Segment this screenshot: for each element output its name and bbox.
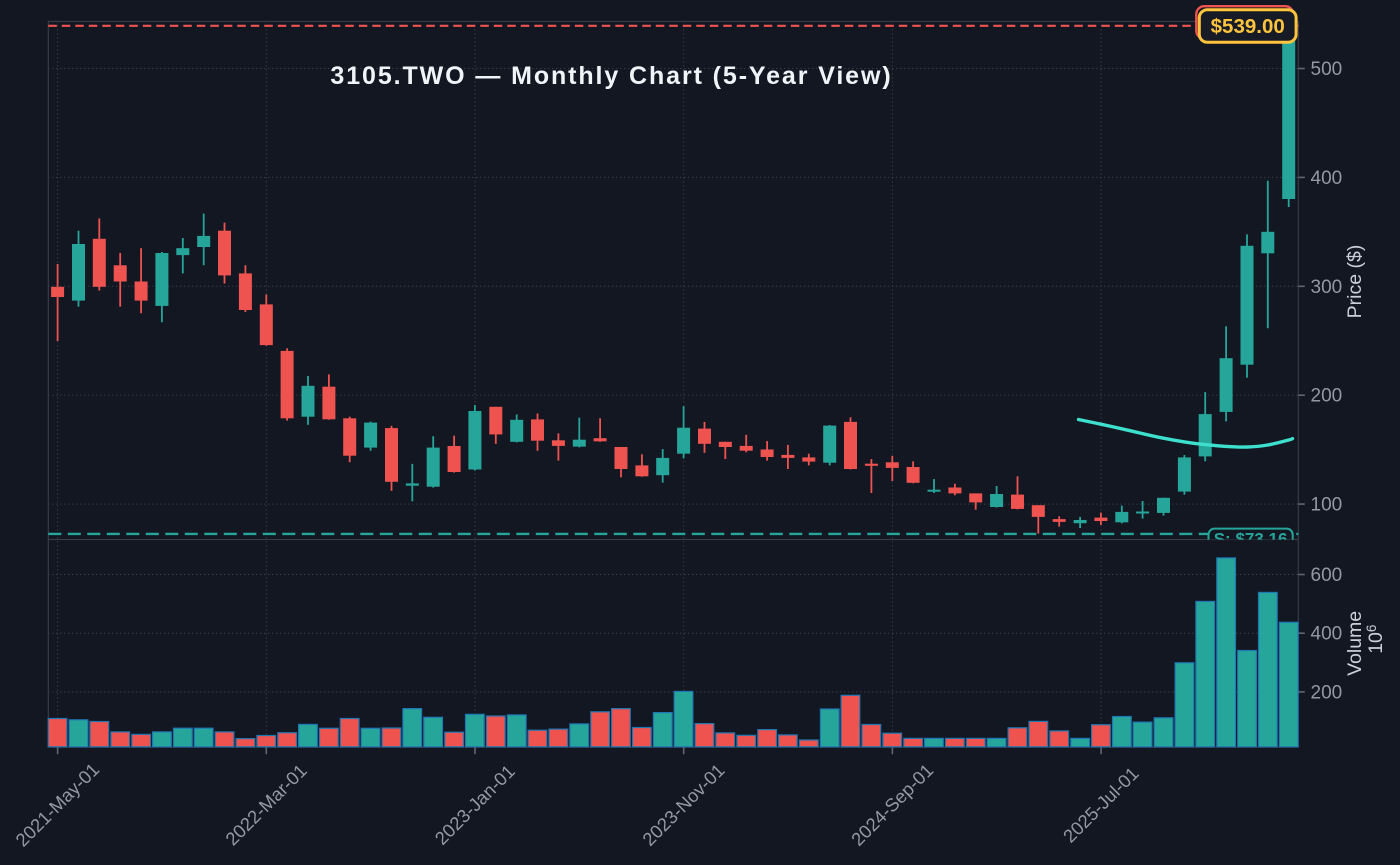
svg-text:400: 400 [1311,624,1343,645]
svg-text:400: 400 [1311,168,1343,189]
svg-text:300: 300 [1311,277,1343,298]
svg-text:600: 600 [1311,565,1343,586]
svg-text:Volume: Volume [1344,611,1366,676]
svg-text:200: 200 [1311,682,1343,703]
svg-text:S: $73.16: S: $73.16 [1214,529,1288,548]
svg-text:3105.TWO — Monthly Chart (5-Ye: 3105.TWO — Monthly Chart (5-Year View) [330,62,892,90]
svg-text:Price ($): Price ($) [1344,245,1366,319]
svg-text:$539.00: $539.00 [1211,15,1285,38]
svg-text:500: 500 [1311,59,1343,80]
svg-text:100: 100 [1311,495,1343,516]
svg-text:200: 200 [1311,386,1343,407]
